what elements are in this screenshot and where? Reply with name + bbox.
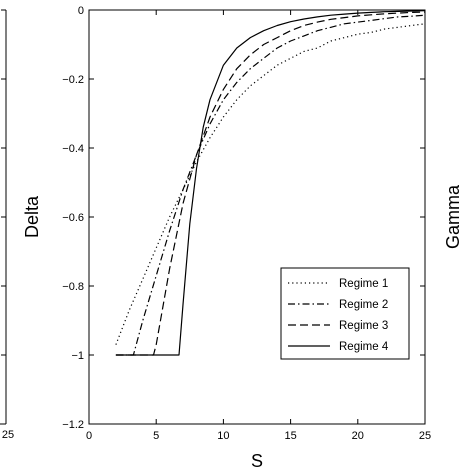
legend-label-4: Regime 4 — [339, 341, 389, 353]
legend-label-2: Regime 2 — [339, 299, 388, 311]
series-line-2 — [115, 14, 426, 356]
y-tick-label: −0.2 — [62, 74, 84, 86]
legend-box — [280, 267, 410, 360]
y-tick-label: −0.6 — [62, 212, 84, 224]
y-tick-label: −1 — [71, 350, 84, 362]
legend: Regime 1 Regime 2 Regime 3 Regime 4 — [280, 267, 410, 360]
legend-items: Regime 1 Regime 2 Regime 3 Regime 4 — [288, 278, 389, 353]
y-tick-label: −0.4 — [62, 143, 84, 155]
x-tick-label: 15 — [284, 430, 296, 442]
axis-tick-labels: 0 5 10 15 20 25 0 −0.2 −0.4 −0.6 −0.8 −1 −1.2 — [62, 5, 431, 442]
x-tick-label: 25 — [419, 430, 431, 442]
x-tick-label: 10 — [217, 430, 229, 442]
legend-label-1: Regime 1 — [339, 278, 388, 290]
series-lines — [115, 10, 426, 356]
axis-ticks — [88, 9, 426, 425]
plot-area-frame — [88, 9, 426, 425]
x-axis-label: S — [251, 451, 263, 471]
x-tick-label: 0 — [86, 430, 92, 442]
legend-label-3: Regime 3 — [339, 320, 388, 332]
left-panel-ticks — [1, 9, 6, 425]
left-panel-tick-label: 25 — [2, 429, 14, 441]
x-tick-label: 5 — [153, 430, 159, 442]
y-tick-label: −0.8 — [62, 281, 84, 293]
left-panel-fragment: 25 — [0, 9, 14, 441]
y-axis-label: Delta — [22, 195, 42, 238]
series-line-3 — [115, 11, 426, 356]
y-tick-label: 0 — [78, 5, 84, 17]
right-panel-y-axis-label: Gamma — [443, 184, 463, 249]
y-tick-label: −1.2 — [62, 419, 84, 431]
series-line-4 — [115, 10, 426, 356]
x-tick-label: 20 — [352, 430, 364, 442]
